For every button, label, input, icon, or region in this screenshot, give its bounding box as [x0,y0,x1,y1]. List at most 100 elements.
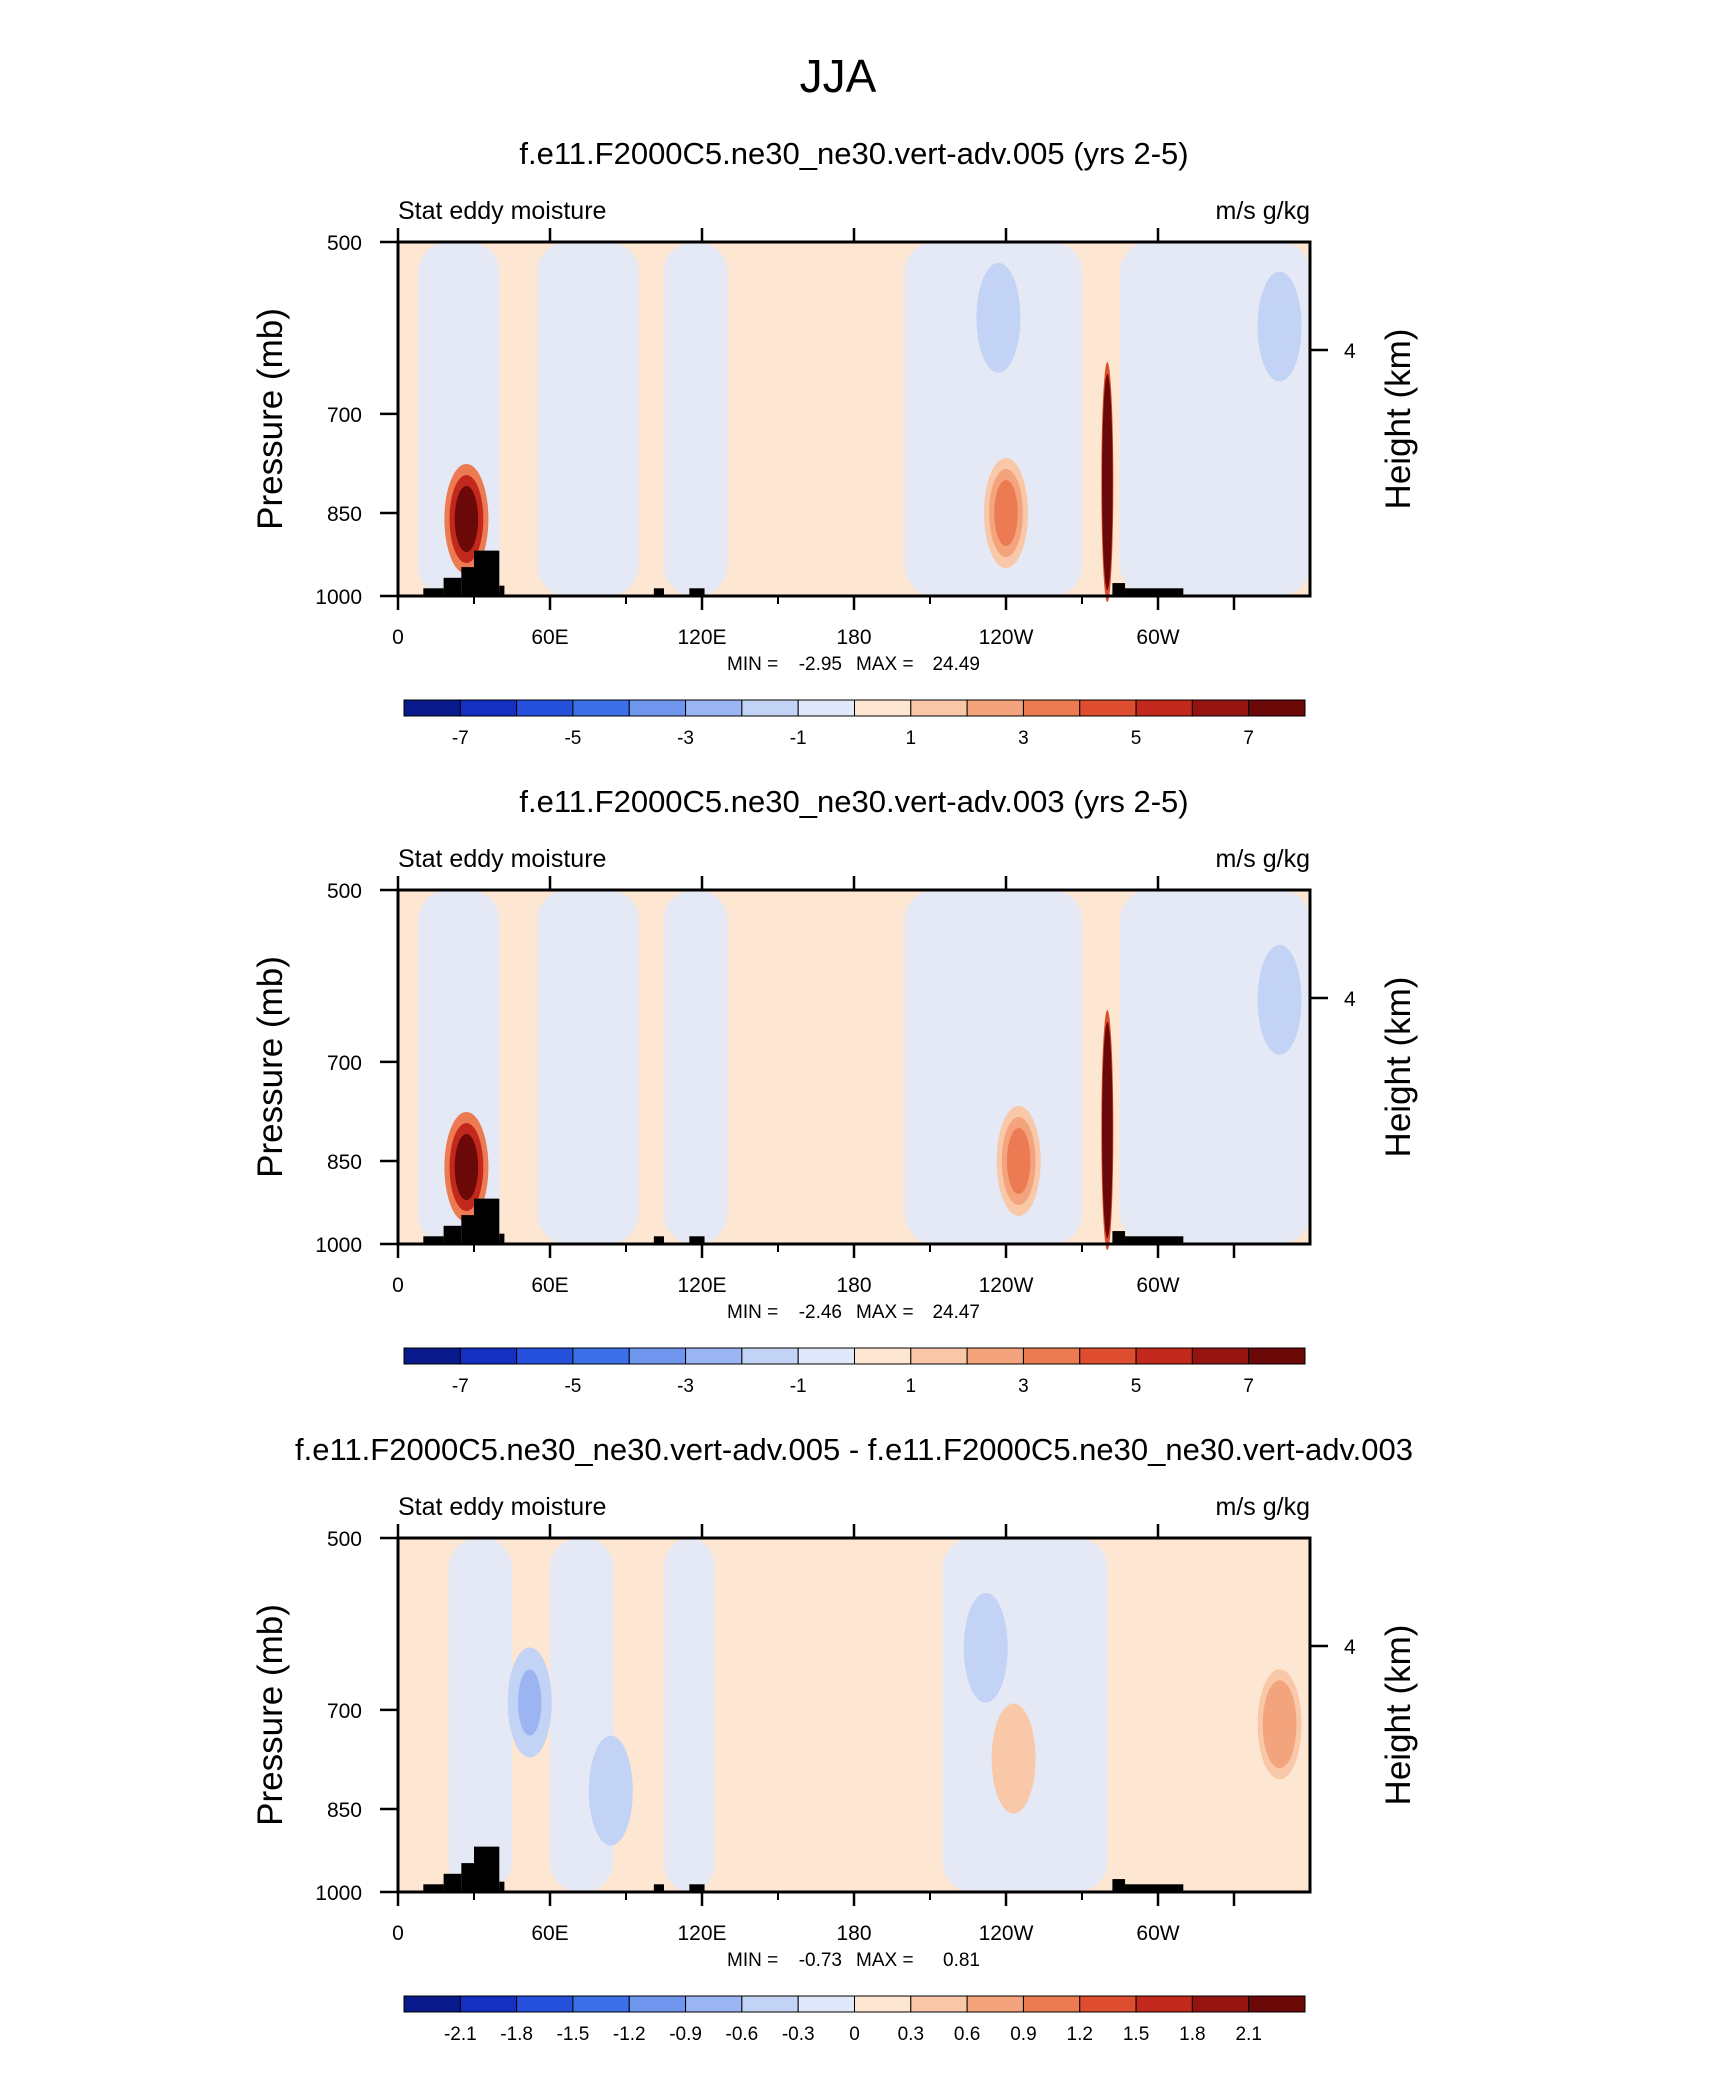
colorbar-label: -0.9 [669,2024,702,2045]
y-tick-label: 500 [327,232,362,255]
min-label: MIN = [727,654,778,675]
panel-3: f.e11.F2000C5.ne30_ne30.vert-adv.005 - f… [251,1432,1418,2045]
panel-left-label: Stat eddy moisture [398,1493,606,1521]
negative-band [904,890,1082,1244]
colorbar-box [628,699,687,717]
colorbar-label: -1.5 [557,2024,590,2045]
colorbar-box [1248,1995,1306,2013]
negative-band [537,242,639,596]
colorbar-label: 0.9 [1010,2024,1036,2045]
max-label: MAX = [856,654,914,675]
contour-fill [518,1669,542,1736]
colorbar-label: 1 [906,728,917,749]
colorbar-box [516,699,574,717]
colorbar-box [685,1995,743,2013]
colorbar-label: -0.6 [726,2024,759,2045]
terrain-block [689,588,705,596]
max-value: 0.81 [943,1950,980,1971]
max-value: 24.47 [932,1302,980,1323]
panel-title: f.e11.F2000C5.ne30_ne30.vert-adv.003 (yr… [519,784,1188,819]
panel-right-label: m/s g/kg [1216,845,1310,873]
terrain-block [423,1884,444,1892]
colorbar-label: 7 [1243,728,1254,749]
terrain-block [423,588,444,596]
colorbar-box [403,699,461,717]
y-tick-label: 500 [327,880,362,903]
colorbar-label: -1.8 [500,2024,533,2045]
colorbar-label: -1 [790,728,807,749]
colorbar-label: -3 [677,728,694,749]
colorbar-label: -0.3 [782,2024,815,2045]
min-value: -0.73 [799,1950,842,1971]
panel-1: f.e11.F2000C5.ne30_ne30.vert-adv.005 (yr… [251,136,1418,749]
terrain-block [689,1884,705,1892]
x-tick-label: 60E [531,1274,568,1297]
x-tick-label: 60E [531,1922,568,1945]
colorbar-box [1191,699,1250,717]
colorbar-box [403,1995,461,2013]
colorbar-box [1022,1347,1081,1365]
contour-fill [974,1614,998,1681]
terrain-block [461,1215,474,1244]
colorbar-box [628,1995,687,2013]
terrain-block [474,1198,500,1244]
colorbar-box [1191,1347,1250,1365]
y2-axis-label: Height (km) [1379,1625,1418,1806]
contour-fill [1006,1127,1031,1194]
colorbar-box [572,699,630,717]
y-tick-label: 850 [327,1151,362,1174]
colorbar-box [741,1347,799,1365]
colorbar-box [966,1995,1024,2013]
colorbar-label: 1.5 [1123,2024,1149,2045]
x-tick-label: 60W [1136,626,1179,649]
colorbar-label: 5 [1131,1376,1142,1397]
colorbar-box [1079,1347,1137,1365]
colorbar-box [966,699,1024,717]
panel-left-label: Stat eddy moisture [398,845,606,873]
x-tick-label: 120W [979,1274,1034,1297]
colorbar-label: 1.2 [1067,2024,1093,2045]
terrain-block [499,1233,505,1244]
colorbar-box [1248,1347,1306,1365]
min-label: MIN = [727,1302,778,1323]
max-value: 24.49 [932,654,980,675]
y-tick-label: 1000 [315,1882,362,1905]
max-label: MAX = [856,1302,914,1323]
terrain-block [474,1846,500,1892]
terrain-block [1112,1231,1126,1244]
terrain-block [443,1873,462,1892]
contour-fill [454,485,479,552]
colorbar-box [459,1347,518,1365]
colorbar-box [628,1347,687,1365]
colorbar-box [854,699,912,717]
colorbar-box [797,1995,855,2013]
x-tick-label: 60W [1136,1274,1179,1297]
colorbar-label: 0.3 [898,2024,924,2045]
colorbar-label: 3 [1018,728,1029,749]
y-tick-label: 700 [327,404,362,427]
terrain-block [423,1236,444,1244]
terrain-block [653,1884,664,1892]
colorbar-label: -5 [564,1376,581,1397]
colorbar-box [572,1995,630,2013]
contour-fill [1267,293,1292,360]
colorbar-box [459,1995,518,2013]
colorbar-box [1079,699,1137,717]
colorbar-box [741,699,799,717]
x-tick-label: 0 [392,1922,404,1945]
terrain-block [1125,1884,1184,1892]
panel-title: f.e11.F2000C5.ne30_ne30.vert-adv.005 - f… [295,1432,1413,1467]
x-tick-label: 180 [836,1274,871,1297]
colorbar-label: 0.6 [954,2024,980,2045]
colorbar-box [516,1347,574,1365]
colorbar-box [1248,699,1306,717]
colorbar-box [1191,1995,1250,2013]
colorbar-box [797,1347,855,1365]
terrain-block [443,577,462,596]
colorbar-label: 1.8 [1179,2024,1205,2045]
colorbar-label: 5 [1131,728,1142,749]
y-axis-label: Pressure (mb) [251,308,290,530]
colorbar-box [1022,1995,1081,2013]
terrain-block [1125,588,1184,596]
panel-right-label: m/s g/kg [1216,197,1310,225]
